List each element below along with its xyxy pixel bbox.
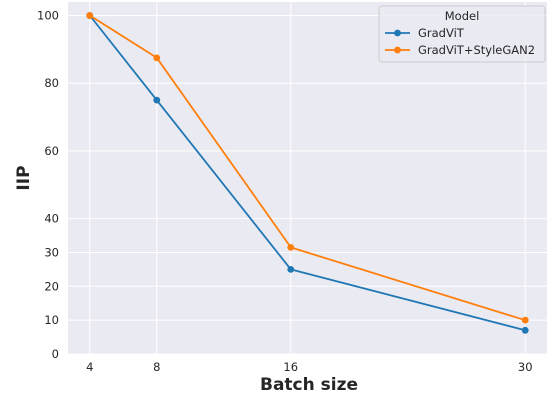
x-axis-title: Batch size	[260, 375, 358, 395]
grid-lines	[68, 2, 547, 355]
y-tick-label: 30	[44, 245, 59, 259]
x-tick-label: 8	[153, 360, 160, 374]
y-tick-label: 100	[37, 9, 59, 23]
y-tick-label: 80	[44, 76, 59, 90]
y-tick-label: 60	[44, 144, 59, 158]
data-point	[521, 316, 529, 324]
y-tick-label: 20	[44, 279, 59, 293]
legend-marker	[394, 46, 401, 54]
legend-box	[378, 5, 546, 63]
legend-title: Model	[445, 9, 480, 23]
legend-label: GradViT+StyleGAN2	[418, 43, 535, 57]
x-tick-label: 4	[86, 360, 93, 374]
data-point	[287, 243, 295, 251]
y-tick-label: 0	[52, 347, 59, 361]
legend-marker	[394, 29, 401, 37]
x-tick-labels: 4 8 16 30	[86, 360, 532, 374]
y-tick-label: 40	[44, 212, 59, 226]
data-point	[287, 265, 295, 273]
x-tick-label: 30	[518, 360, 533, 374]
y-tick-labels: 0 10 20 30 40 60 80 100	[37, 9, 59, 361]
legend: Model GradViT GradViT+StyleGAN2	[378, 5, 546, 63]
y-tick-label: 10	[44, 313, 59, 327]
data-series	[86, 12, 529, 334]
data-point	[153, 54, 161, 62]
data-point	[153, 96, 161, 104]
data-point	[86, 12, 94, 19]
legend-label: GradViT	[418, 26, 465, 40]
series-line	[89, 14, 526, 322]
series-line	[89, 14, 526, 332]
x-tick-label: 16	[283, 360, 298, 374]
data-point	[521, 326, 529, 334]
y-axis-title: IIP	[14, 165, 34, 190]
